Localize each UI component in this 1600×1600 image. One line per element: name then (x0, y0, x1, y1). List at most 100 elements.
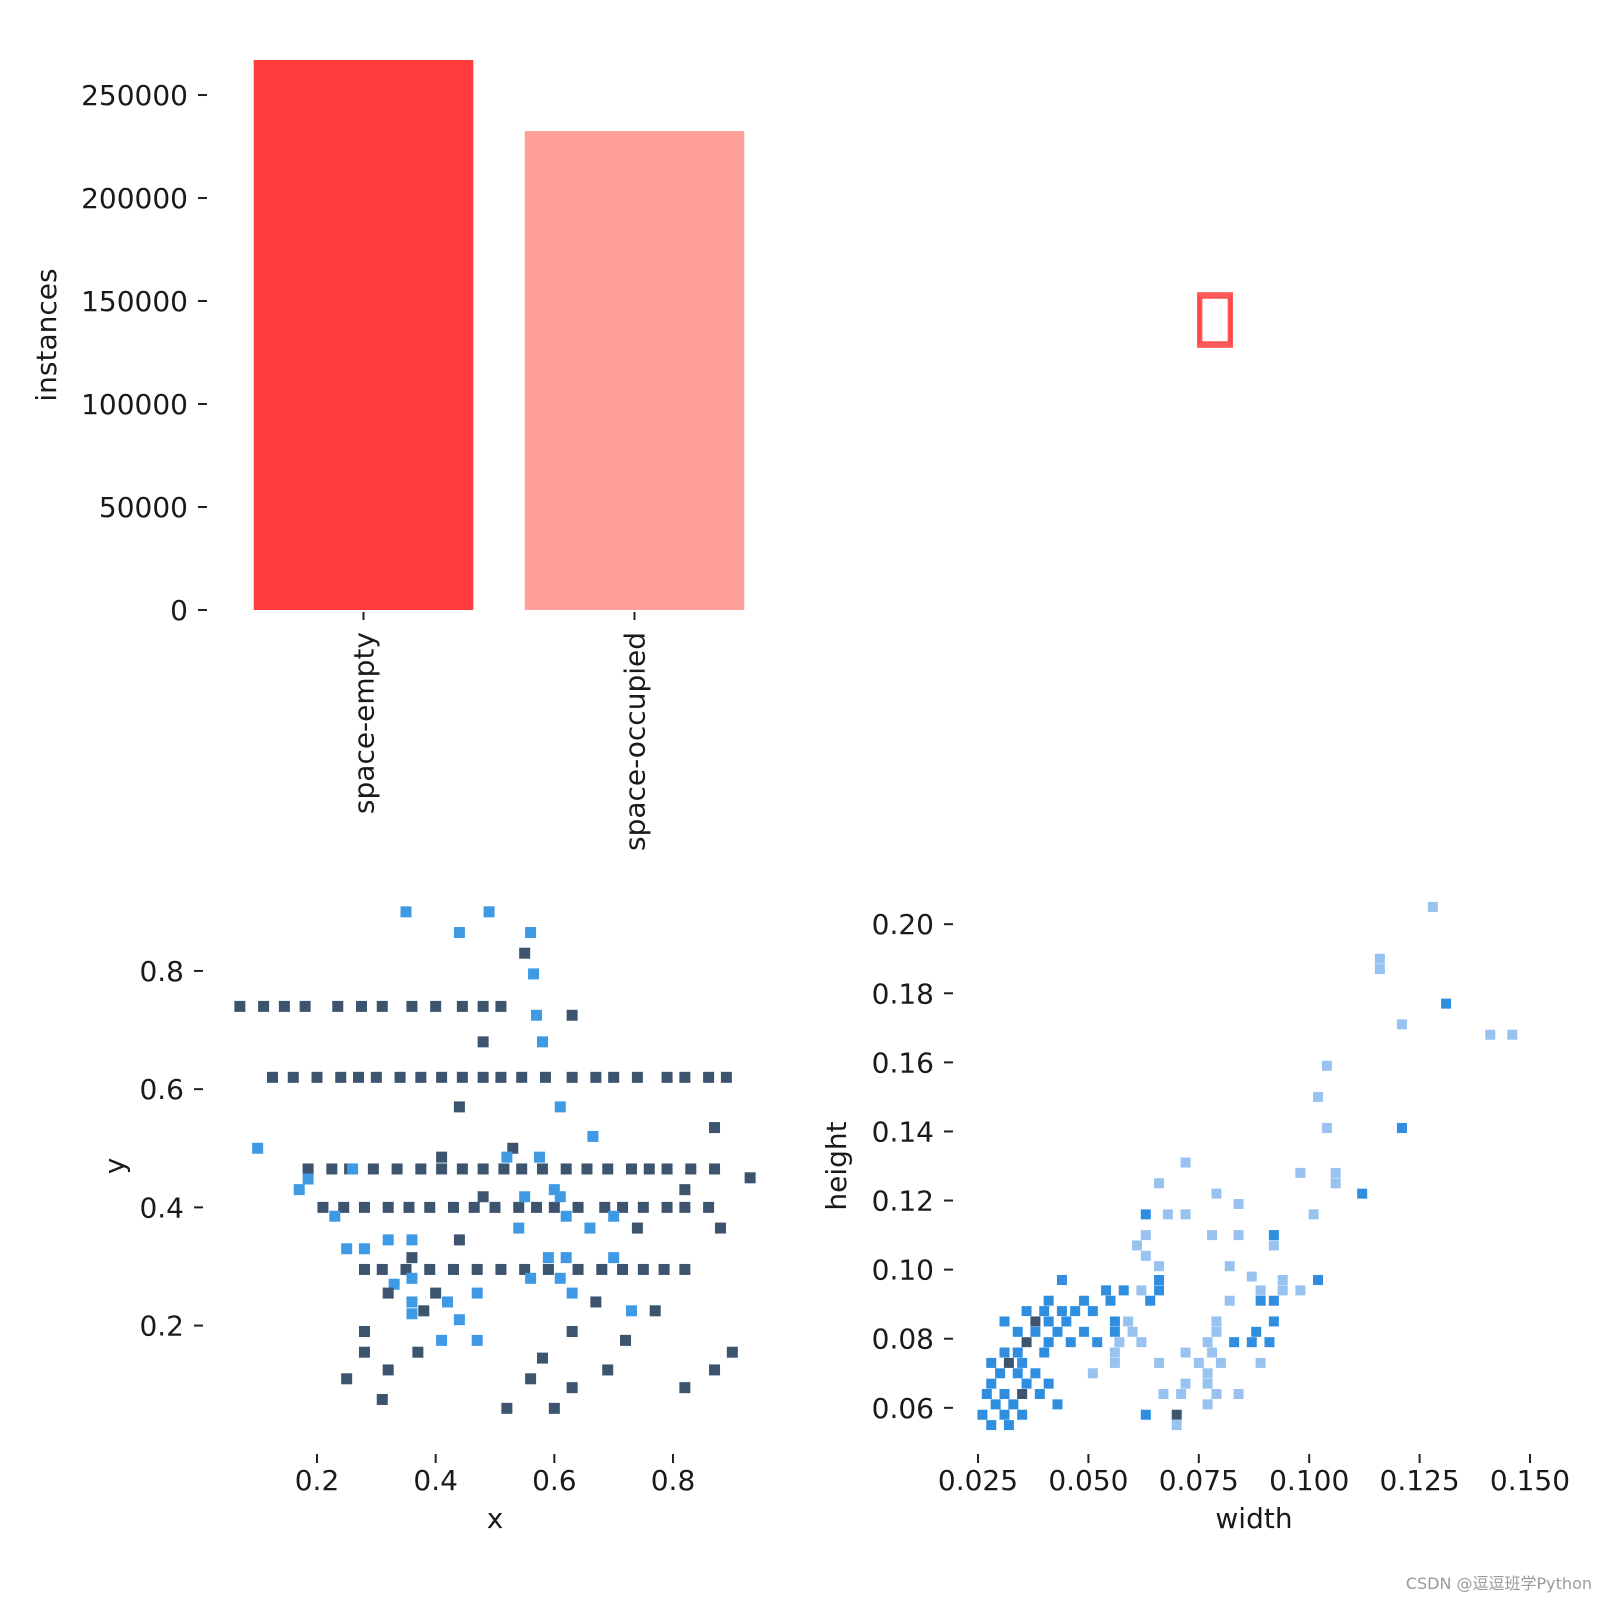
xy-heatmap-panel: 0.2 0.4 0.6 0.8 0.2 0.4 0.6 0.8 x y (98, 906, 756, 1535)
heatmap-cell (581, 1163, 593, 1175)
heatmap-cell (590, 1296, 602, 1308)
heatmap-cell (566, 1287, 578, 1299)
x-tick-label: 0.125 (1380, 1464, 1460, 1497)
y-tick-label: 100000 (81, 388, 188, 421)
heatmap-cell (1017, 1357, 1028, 1368)
heatmap-cell (1061, 1316, 1072, 1327)
y-axis-label: height (820, 1121, 853, 1210)
heatmap-cell (1012, 1347, 1023, 1358)
x-tick-label: space-occupied (619, 632, 652, 851)
heatmap-cell (1154, 1357, 1165, 1368)
heatmap-cell (679, 1071, 691, 1083)
x-tick-label: 0.025 (938, 1464, 1018, 1497)
heatmap-cell (287, 1071, 299, 1083)
heatmap-cell (507, 1142, 519, 1154)
heatmap-cell (376, 1263, 388, 1275)
heatmap-cell (1043, 1337, 1054, 1348)
heatmap-cell (1246, 1271, 1257, 1282)
heatmap-cell (1065, 1337, 1076, 1348)
x-tick-label: 0.050 (1048, 1464, 1128, 1497)
heatmap-cell (406, 1234, 418, 1246)
y-tick-label: 0.14 (872, 1115, 934, 1148)
heatmap-cell (498, 1163, 510, 1175)
heatmap-cell (299, 1000, 311, 1012)
heatmap-cell (1154, 1275, 1165, 1285)
heatmap-cell (258, 1000, 270, 1012)
y-tick-label: 200000 (81, 182, 188, 215)
y-tick-label: 0.06 (872, 1392, 934, 1425)
heatmap-cell (1030, 1316, 1041, 1327)
heatmap-cell (1507, 1029, 1518, 1040)
heatmap-cell (584, 1222, 596, 1234)
heatmap-cell (572, 1263, 584, 1275)
heatmap-cell (709, 1122, 721, 1134)
heatmap-cell (513, 1222, 525, 1234)
heatmap-cell (1136, 1285, 1147, 1296)
heatmap-cell (477, 1163, 489, 1175)
heatmap-cell (1109, 1316, 1120, 1327)
heatmap-cell (1374, 953, 1385, 964)
heatmap-cell (415, 1163, 427, 1175)
heatmap-cell (1070, 1306, 1081, 1317)
heatmap-cell (554, 1191, 566, 1203)
heatmap-cell (483, 906, 495, 918)
heatmap-cell (358, 1201, 370, 1213)
heatmap-cell (1171, 1420, 1182, 1431)
heatmap-cell (1180, 1157, 1191, 1168)
heatmap-cell (335, 1071, 347, 1083)
heatmap-cell (453, 1314, 465, 1326)
heatmap-cell (608, 1210, 620, 1222)
heatmap-cell (531, 1009, 543, 1021)
heatmap-cell (1224, 1261, 1235, 1272)
heatmap-cell (649, 1305, 661, 1317)
bar-space-empty (253, 60, 474, 610)
heatmap-cell (1056, 1306, 1067, 1317)
heatmap-cell (625, 1163, 637, 1175)
heatmap-cell (1140, 1409, 1151, 1420)
heatmap-cell (703, 1071, 715, 1083)
y-tick-label: 0.6 (139, 1073, 184, 1106)
heatmap-cell (525, 1373, 537, 1385)
heatmap-cell (999, 1316, 1010, 1327)
heatmap-cell (1224, 1295, 1235, 1306)
heatmap-cell (1078, 1295, 1089, 1306)
heatmap-cell (356, 1000, 367, 1012)
heatmap-cell (1193, 1357, 1204, 1368)
y-tick-label: 50000 (99, 491, 188, 524)
y-tick-label: 0.16 (872, 1046, 934, 1079)
bounding-box-outline (1199, 295, 1231, 345)
y-axis-label: instances (30, 268, 63, 401)
heatmap-cell (456, 1163, 468, 1175)
class-count-bar-panel: space-empty space-occupied 0 50000 100000 150… (30, 60, 745, 851)
heatmap-cell (436, 1151, 448, 1163)
heatmap-cell (1180, 1209, 1191, 1220)
heatmap-cell (999, 1389, 1010, 1399)
heatmap-cell (1374, 964, 1385, 975)
heatmap-cell (1321, 1060, 1332, 1071)
heatmap-cell (679, 1184, 691, 1196)
heatmap-cell (631, 1222, 643, 1234)
heatmap-cell (1003, 1420, 1014, 1431)
bounding-box-outline (1198, 293, 1232, 347)
heatmap-cell (986, 1378, 997, 1389)
heatmap-cell (1211, 1316, 1222, 1327)
heatmap-cell (358, 1243, 370, 1255)
heatmap-cell (548, 1184, 560, 1196)
heatmap-cell (1109, 1326, 1120, 1337)
heatmap-cell (631, 1071, 643, 1083)
heatmap-cell (1145, 1295, 1156, 1306)
heatmap-cell (391, 1163, 403, 1175)
heatmap-cell (519, 947, 531, 959)
heatmap-cell (1003, 1357, 1014, 1368)
heatmap-cell (999, 1347, 1010, 1358)
heatmap-cell (453, 1101, 465, 1113)
heatmap-cell (382, 1234, 394, 1246)
heatmap-cell (347, 1163, 359, 1175)
heatmap-cell (995, 1368, 1006, 1379)
heatmap-cell (267, 1071, 278, 1083)
heatmap-cell (1308, 1209, 1319, 1220)
heatmap-cell (456, 1071, 468, 1083)
heatmap-cell (1313, 1275, 1324, 1285)
heatmap-cell (1268, 1230, 1279, 1241)
